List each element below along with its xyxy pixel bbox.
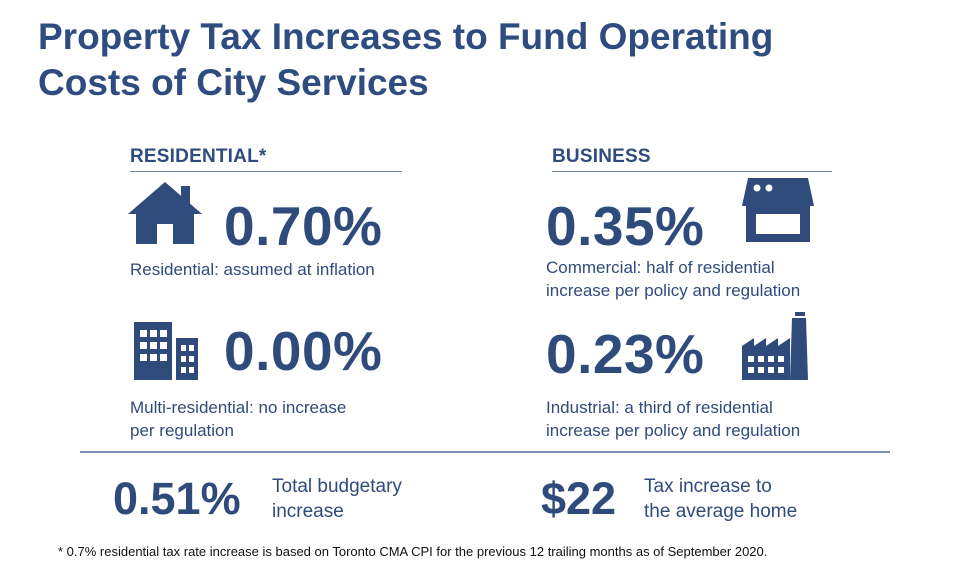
total-budget-label-line-2: increase — [272, 501, 344, 522]
average-home-label: Tax increase to the average home — [644, 474, 797, 524]
house-icon — [126, 180, 204, 246]
total-budget-label-line-1: Total budgetary — [272, 476, 402, 497]
apartment-buildings-icon — [134, 322, 200, 382]
residential-desc-line-1: Residential: assumed at inflation — [130, 260, 375, 279]
industrial-desc: Industrial: a third of residential incre… — [546, 396, 800, 442]
total-budget-label: Total budgetary increase — [272, 474, 402, 524]
average-home-value: $22 — [541, 473, 617, 524]
multi-residential-desc: Multi-residential: no increase per regul… — [130, 396, 346, 442]
section-divider — [80, 451, 890, 453]
factory-icon — [740, 312, 810, 382]
page-title: Property Tax Increases to Fund Operating… — [38, 14, 858, 106]
commercial-desc-line-1: Commercial: half of residential — [546, 258, 775, 277]
residential-heading: RESIDENTIAL* — [130, 146, 402, 172]
average-home-label-line-2: the average home — [644, 501, 798, 522]
business-heading: BUSINESS — [552, 146, 832, 172]
commercial-desc-line-2: increase per policy and regulation — [546, 281, 801, 300]
title-line-2: Costs of City Services — [38, 62, 429, 103]
industrial-desc-line-2: increase per policy and regulation — [546, 421, 801, 440]
residential-rate: 0.70% — [224, 195, 383, 257]
average-home-label-line-1: Tax increase to — [644, 476, 772, 497]
multi-residential-desc-line-2: per regulation — [130, 421, 234, 440]
multi-residential-rate: 0.00% — [224, 320, 383, 382]
footnote: * 0.7% residential tax rate increase is … — [58, 544, 768, 559]
residential-desc: Residential: assumed at inflation — [130, 258, 375, 281]
storefront-icon — [740, 176, 816, 244]
total-budget-value: 0.51% — [113, 473, 241, 524]
industrial-desc-line-1: Industrial: a third of residential — [546, 398, 773, 417]
industrial-rate: 0.23% — [546, 323, 705, 385]
commercial-rate: 0.35% — [546, 195, 705, 257]
title-line-1: Property Tax Increases to Fund Operating — [38, 16, 774, 57]
commercial-desc: Commercial: half of residential increase… — [546, 256, 800, 302]
multi-residential-desc-line-1: Multi-residential: no increase — [130, 398, 347, 417]
